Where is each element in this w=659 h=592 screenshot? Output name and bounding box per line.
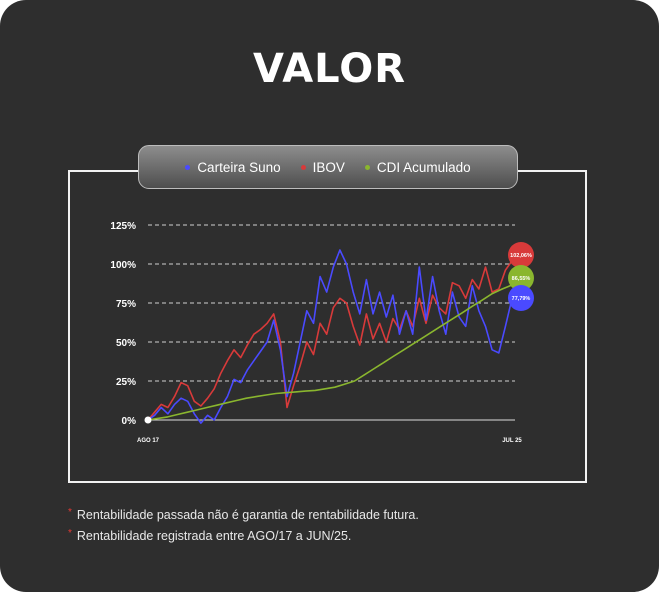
- footnote-2: * Rentabilidade registrada entre AGO/17 …: [68, 526, 419, 547]
- ibov-end-label: 102,06%: [510, 253, 532, 259]
- legend-item-cdi[interactable]: CDI Acumulado: [364, 159, 471, 175]
- legend-label-carteira: Carteira Suno: [197, 159, 281, 175]
- carteira-end-label: 77,79%: [512, 296, 531, 302]
- cdi-end-label: 86,55%: [512, 276, 531, 282]
- chart-legend: Carteira Suno IBOV CDI Acumulado: [138, 145, 518, 189]
- y-tick-label: 50%: [116, 338, 136, 349]
- ibov-line: [147, 260, 513, 421]
- footnote-text: Rentabilidade passada não é garantia de …: [76, 508, 419, 522]
- legend-label-cdi: CDI Acumulado: [376, 159, 471, 175]
- footnotes: * Rentabilidade passada não é garantia d…: [68, 505, 419, 547]
- legend-dot-ibov: [300, 164, 306, 170]
- legend-item-carteira[interactable]: Carteira Suno: [185, 159, 281, 175]
- y-tick-label: 125%: [110, 221, 136, 232]
- x-tick-label: AGO 17: [137, 438, 160, 444]
- footnote-marker: *: [68, 528, 72, 539]
- y-tick-label: 25%: [116, 377, 136, 388]
- y-tick-label: 100%: [110, 260, 136, 271]
- y-tick-label: 75%: [116, 299, 136, 310]
- carteira-suno-line: [147, 249, 513, 424]
- cdi-end-bubble: [508, 265, 534, 291]
- footnote-1: * Rentabilidade passada não é garantia d…: [68, 505, 419, 526]
- x-tick-label: JUL 25: [502, 438, 522, 444]
- legend-label-ibov: IBOV: [312, 159, 345, 175]
- ibov-end-bubble: [508, 242, 534, 268]
- cdi-acumulado-line: [147, 284, 513, 421]
- footnote-marker: *: [68, 507, 72, 518]
- y-tick-label: 0%: [122, 416, 137, 427]
- footnote-text: Rentabilidade registrada entre AGO/17 a …: [76, 529, 352, 543]
- carteira-end-bubble: [508, 285, 534, 311]
- legend-dot-cdi: [364, 164, 370, 170]
- page-title: VALOR: [252, 46, 407, 92]
- legend-item-ibov[interactable]: IBOV: [300, 159, 345, 175]
- origin-point: [144, 416, 152, 424]
- legend-dot-carteira: [185, 164, 191, 170]
